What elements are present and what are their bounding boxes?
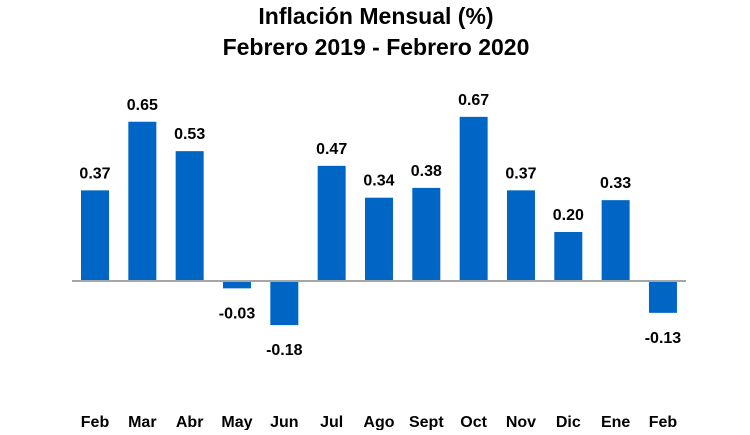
bar-feb-0 <box>81 190 109 281</box>
x-tick-label: May <box>221 414 252 430</box>
data-label: -0.18 <box>266 342 303 359</box>
data-label: 0.67 <box>458 92 489 109</box>
x-tick-label: Abr <box>176 414 204 430</box>
data-label: 0.65 <box>127 97 158 114</box>
data-label: 0.20 <box>553 207 584 224</box>
bar-ago-6 <box>364 197 393 281</box>
x-tick-label: Sept <box>409 414 444 430</box>
bar-oct-8 <box>459 116 488 281</box>
chart-subtitle: Febrero 2019 - Febrero 2020 <box>223 34 530 60</box>
bar-jul-5 <box>317 165 346 281</box>
data-label: -0.03 <box>219 305 256 322</box>
bar-ene-11 <box>601 200 630 281</box>
bar-feb-12 <box>648 281 677 313</box>
bar-nov-9 <box>506 190 535 281</box>
data-label: -0.13 <box>645 330 682 347</box>
x-tick-label: Ago <box>363 414 394 430</box>
data-label: 0.37 <box>79 165 110 182</box>
bar-may-3 <box>222 281 251 289</box>
data-label: 0.33 <box>600 175 631 192</box>
bar-sept-7 <box>412 187 441 281</box>
x-tick-label: Mar <box>128 414 156 430</box>
x-tick-label: Feb <box>81 414 110 430</box>
data-label: 0.34 <box>363 173 394 190</box>
bar-jun-4 <box>270 281 299 326</box>
x-tick-label: Ene <box>601 414 630 430</box>
data-label: 0.53 <box>174 126 205 143</box>
data-label: 0.37 <box>505 165 536 182</box>
x-tick-label: Feb <box>649 414 678 430</box>
bar-mar-1 <box>128 121 157 281</box>
x-tick-label: Nov <box>506 414 536 430</box>
x-tick-label: Dic <box>556 414 581 430</box>
data-label: 0.38 <box>411 163 442 180</box>
bar-abr-2 <box>175 151 204 281</box>
x-tick-label: Jul <box>320 414 343 430</box>
chart-title: Inflación Mensual (%) <box>258 3 493 29</box>
x-tick-label: Oct <box>460 414 487 430</box>
bar-dic-10 <box>554 232 583 281</box>
x-tick-label: Jun <box>270 414 298 430</box>
data-label: 0.47 <box>316 141 347 158</box>
